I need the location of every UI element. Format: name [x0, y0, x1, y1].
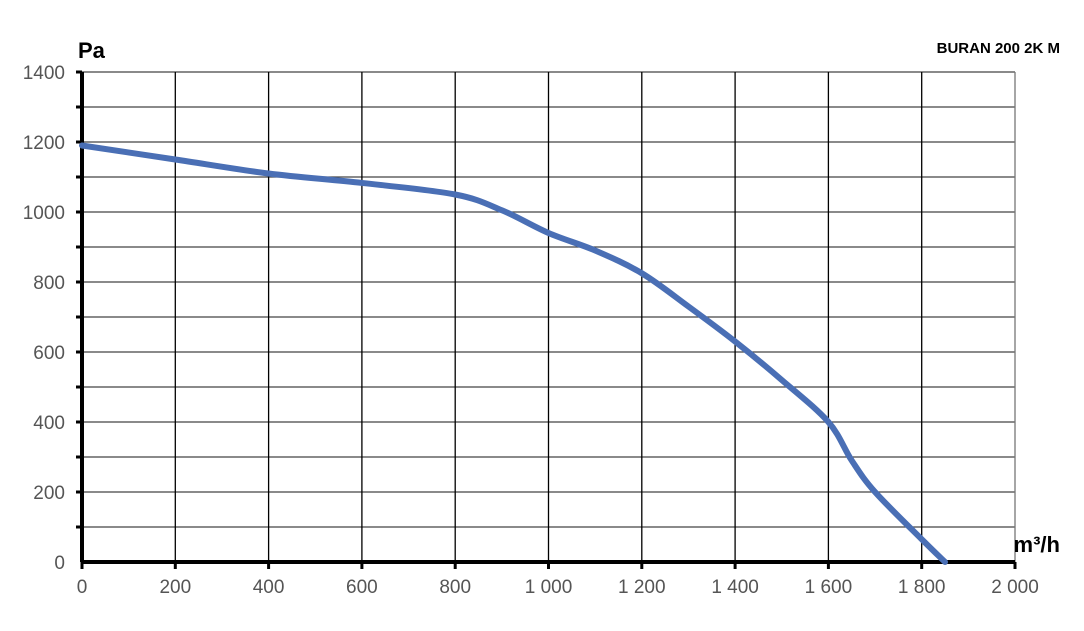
x-axis-label: m³/h	[1014, 532, 1060, 557]
x-tick-label: 1 600	[805, 577, 853, 598]
axes	[76, 70, 1017, 569]
y-tick-label: 0	[54, 553, 65, 574]
y-axis-label: Pa	[78, 38, 106, 63]
x-tick-label: 200	[159, 577, 191, 598]
y-tick-label: 1200	[23, 133, 65, 154]
x-tick-label: 400	[253, 577, 285, 598]
tick-labels: 0 200 400 600 800 1 000 1 200 1 400 1 600 1 800 2 …	[23, 63, 1039, 598]
x-tick-label: 1 000	[525, 577, 573, 598]
x-tick-label: 800	[439, 577, 471, 598]
x-tick-label: 600	[346, 577, 378, 598]
y-tick-label: 1000	[23, 203, 65, 224]
y-tick-label: 1400	[23, 63, 65, 84]
y-tick-label: 200	[33, 483, 65, 504]
grid	[82, 71, 1016, 562]
x-tick-label: 1 400	[711, 577, 759, 598]
y-tick-label: 800	[33, 273, 65, 294]
pressure-curve	[79, 142, 949, 565]
x-tick-label: 2 000	[991, 577, 1039, 598]
y-tick-label: 400	[33, 413, 65, 434]
x-tick-label: 1 800	[898, 577, 946, 598]
y-tick-label: 600	[33, 343, 65, 364]
chart-title: BURAN 200 2K M	[937, 40, 1060, 57]
x-tick-label: 0	[77, 577, 88, 598]
x-tick-label: 1 200	[618, 577, 666, 598]
